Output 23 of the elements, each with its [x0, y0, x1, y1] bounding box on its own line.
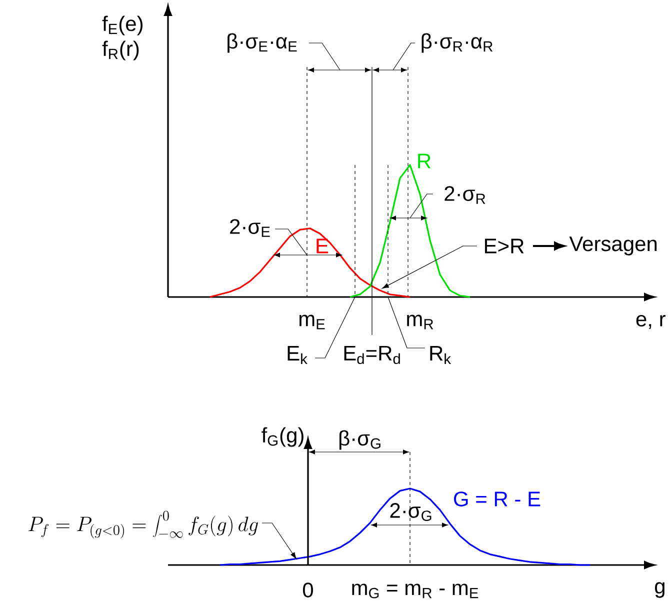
- x-axis-title: g: [655, 582, 664, 598]
- y-axis-title: f$_{E}$(e) f$_{R}$(r): [102, 16, 143, 60]
- text: m$_{G}$ = m$_{R}$ - m$_{E}$: [352, 584, 478, 598]
- series-label: G = R - E: [454, 492, 540, 506]
- text: R$_{k}$: [430, 346, 452, 364]
- text: m$_{E}$: [300, 314, 325, 330]
- annotation: E>R: [485, 238, 524, 254]
- series-label: R: [418, 154, 431, 168]
- annotation: 2·σ$_{R}$: [444, 186, 486, 204]
- text: β·σ$_{E}$·α$_{E}$: [228, 33, 297, 53]
- annotation: 2·σ$_{E}$: [230, 219, 270, 237]
- annotation: $P_f = P_{(g<0)} = \int_{-\infty}^{0} f_G(g)\,dg$: [28, 510, 258, 538]
- annotation: 2·σ$_{G}$: [390, 503, 432, 521]
- text: m$_{R}$: [407, 314, 434, 330]
- text: E$_{k}$: [288, 346, 308, 364]
- annotation: Versagen: [569, 236, 657, 256]
- text: E$_{d}$=R$_{d}$: [344, 346, 400, 364]
- legend-label: E: [316, 238, 328, 254]
- text: β·σ$_{G}$: [339, 430, 380, 450]
- y-axis-title: f$_{G}$(g): [262, 427, 304, 447]
- x-axis-title: e, r: [636, 315, 666, 329]
- text: 0: [302, 582, 314, 598]
- text: β·σ$_{R}$·α$_{R}$: [422, 33, 493, 53]
